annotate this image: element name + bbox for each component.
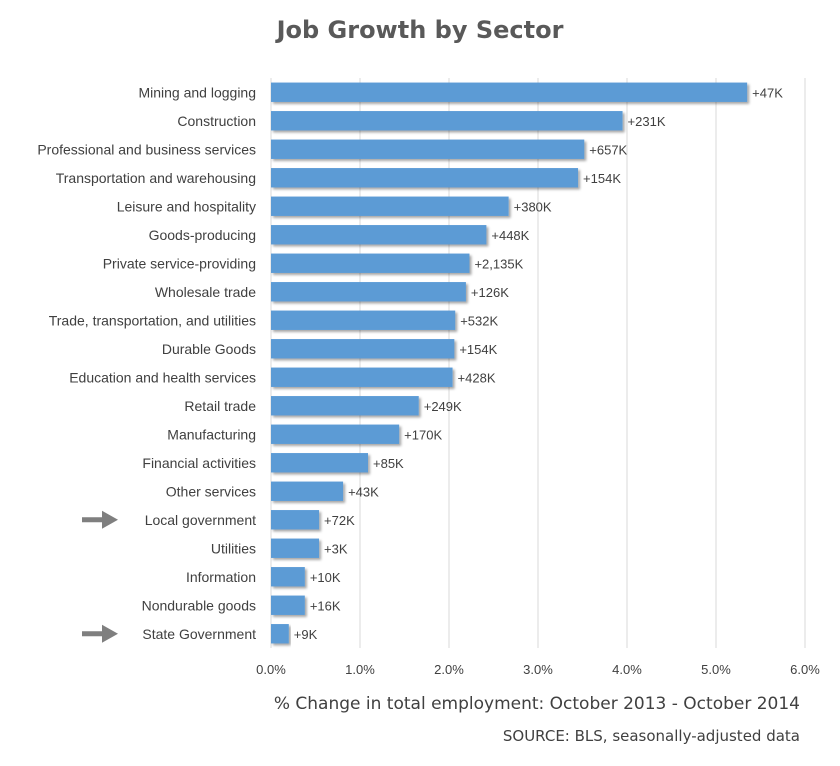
bar <box>271 225 487 245</box>
data-label: +3K <box>324 541 348 556</box>
bar <box>271 82 748 102</box>
category-label: Retail trade <box>184 398 256 414</box>
gridlines <box>270 78 806 648</box>
data-label: +154K <box>583 171 621 186</box>
highlight-arrows <box>82 510 118 643</box>
bar <box>271 510 320 530</box>
x-tick-label: 3.0% <box>523 662 553 677</box>
bar <box>271 253 470 273</box>
category-label: Goods-producing <box>149 227 256 243</box>
category-label: Financial activities <box>142 455 256 471</box>
bar <box>271 453 369 473</box>
data-label: +231K <box>628 114 666 129</box>
bar <box>271 111 623 131</box>
data-label: +85K <box>373 456 404 471</box>
category-labels: Mining and logging Construction Profession… <box>37 84 256 642</box>
category-label: Utilities <box>211 540 256 556</box>
bar <box>271 481 344 501</box>
bar <box>271 624 289 644</box>
x-tick-label: 6.0% <box>790 662 820 677</box>
data-label: +532K <box>460 313 498 328</box>
bar <box>271 139 585 159</box>
bar <box>271 339 455 359</box>
chart-title: Job Growth by Sector <box>276 16 564 44</box>
data-label: +249K <box>424 399 462 414</box>
category-label: Local government <box>145 512 256 528</box>
data-label: +428K <box>458 370 496 385</box>
category-label: Trade, transportation, and utilities <box>49 312 256 328</box>
data-label: +9K <box>294 627 318 642</box>
data-label: +126K <box>471 285 509 300</box>
arrow-icon <box>82 624 118 643</box>
data-label: +47K <box>752 85 783 100</box>
x-tick-label: 1.0% <box>345 662 375 677</box>
bar <box>271 196 509 216</box>
x-axis-label: % Change in total employment: October 20… <box>273 694 800 714</box>
category-label: Construction <box>177 113 256 129</box>
category-label: Durable Goods <box>162 341 256 357</box>
data-label: +170K <box>404 427 442 442</box>
bar <box>271 538 320 558</box>
x-tick-label: 0.0% <box>256 662 286 677</box>
category-label: Information <box>186 569 256 585</box>
data-label: +16K <box>310 598 341 613</box>
data-label: +10K <box>310 570 341 585</box>
bar <box>271 567 305 587</box>
x-tick-labels: 0.0% 1.0% 2.0% 3.0% 4.0% 5.0% 6.0% <box>256 662 820 677</box>
data-label: +657K <box>589 142 627 157</box>
value-labels: +47K +231K+657K +154K +380K +448K +2,135K +126… <box>294 85 783 642</box>
bars <box>271 82 748 644</box>
bar <box>271 595 305 615</box>
category-label: Manufacturing <box>167 426 256 442</box>
category-label: State Government <box>142 626 256 642</box>
category-label: Mining and logging <box>138 84 256 100</box>
source-note: SOURCE: BLS, seasonally-adjusted data <box>502 727 800 745</box>
x-tick-label: 5.0% <box>701 662 731 677</box>
category-label: Leisure and hospitality <box>117 198 256 214</box>
category-label: Nondurable goods <box>142 597 256 613</box>
x-tick-label: 4.0% <box>612 662 642 677</box>
data-label: +72K <box>324 513 355 528</box>
bar <box>271 168 579 188</box>
data-label: +2,135K <box>474 256 523 271</box>
bar <box>271 282 466 302</box>
category-label: Wholesale trade <box>155 284 256 300</box>
bar <box>271 396 419 416</box>
data-label: +448K <box>491 228 529 243</box>
x-tick-label: 2.0% <box>434 662 464 677</box>
bar <box>271 424 400 444</box>
category-label: Other services <box>166 483 256 499</box>
category-label: Private service-providing <box>103 255 256 271</box>
data-label: +154K <box>459 342 497 357</box>
category-label: Education and health services <box>69 369 256 385</box>
bar <box>271 367 453 387</box>
category-label: Professional and business services <box>37 141 256 157</box>
category-label: Transportation and warehousing <box>56 170 256 186</box>
data-label: +43K <box>348 484 379 499</box>
data-label: +380K <box>514 199 552 214</box>
bar <box>271 310 456 330</box>
arrow-icon <box>82 510 118 529</box>
